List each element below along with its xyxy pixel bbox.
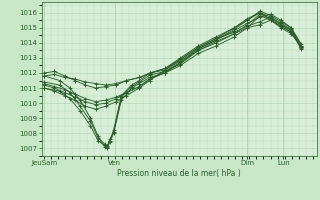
X-axis label: Pression niveau de la mer( hPa ): Pression niveau de la mer( hPa ) (117, 169, 241, 178)
